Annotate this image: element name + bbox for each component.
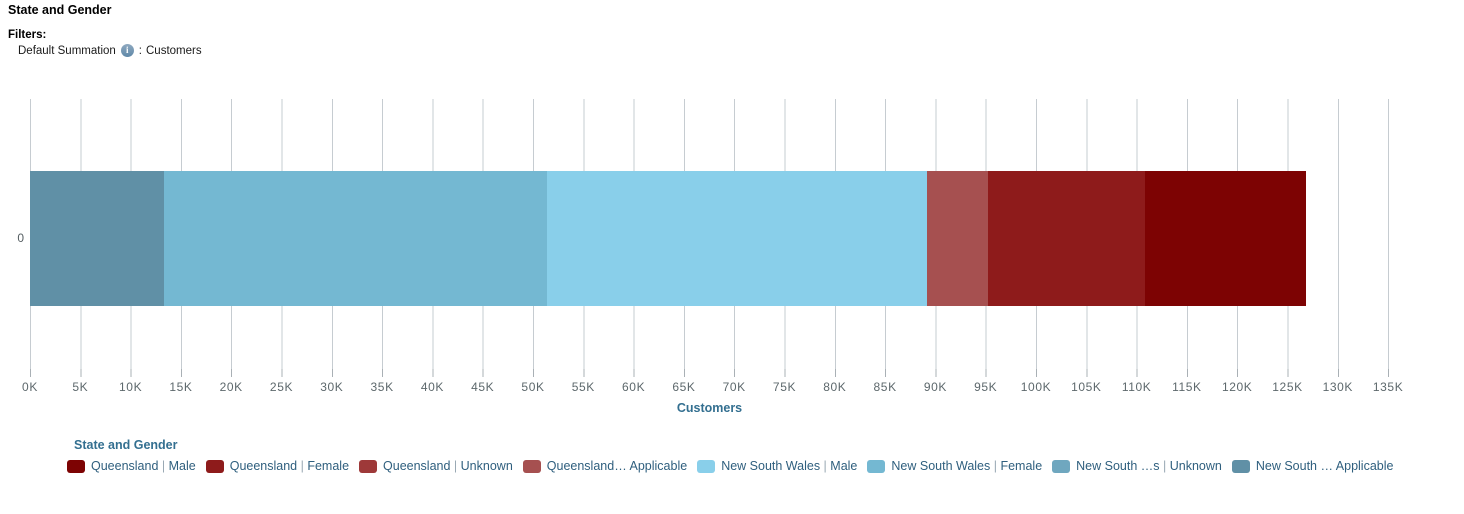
legend-swatch <box>359 459 378 473</box>
x-tick-label: 35K <box>370 380 394 394</box>
x-tick-label: 90K <box>923 380 947 394</box>
legend-label: New South … Applicable <box>1255 459 1394 473</box>
x-tick-label: 85K <box>873 380 897 394</box>
x-tick-label: 95K <box>974 380 998 394</box>
x-tick-label: 20K <box>219 380 243 394</box>
page-title: State and Gender <box>8 3 112 17</box>
legend-label: Queensland | Female <box>229 459 350 473</box>
filter-name: Default Summation <box>18 44 116 57</box>
x-tick-label: 5K <box>72 380 89 394</box>
legend-item[interactable]: Queensland | Unknown <box>359 459 513 473</box>
x-tick-label: 120K <box>1221 380 1253 394</box>
x-tick-label: 50K <box>521 380 545 394</box>
x-tick-label: 45K <box>471 380 495 394</box>
legend-item[interactable]: Queensland | Male <box>67 459 196 473</box>
legend: Queensland | Male Queensland | Female Quee… <box>67 459 1403 473</box>
legend-item[interactable]: New South Wales | Female <box>867 459 1042 473</box>
x-tick-label: 65K <box>672 380 696 394</box>
legend-swatch <box>1231 459 1250 473</box>
legend-swatch <box>522 459 541 473</box>
legend-swatch <box>697 459 716 473</box>
x-tick-label: 60K <box>622 380 646 394</box>
x-axis-title: Customers <box>676 401 743 415</box>
x-tick-label: 30K <box>320 380 344 394</box>
legend-item[interactable]: New South Wales | Male <box>697 459 857 473</box>
x-tick-label: 55K <box>571 380 595 394</box>
legend-item[interactable]: Queensland | Female <box>205 459 350 473</box>
legend-title: State and Gender <box>74 438 178 452</box>
legend-label: Queensland | Male <box>91 459 196 473</box>
legend-swatch <box>205 459 224 473</box>
legend-item[interactable]: New South …s | Unknown <box>1052 459 1222 473</box>
x-axis-tick-marks <box>30 369 1389 377</box>
x-tick-label: 105K <box>1071 380 1102 394</box>
bar-segment[interactable] <box>547 171 928 306</box>
x-tick-label: 100K <box>1020 380 1052 394</box>
info-icon[interactable]: i <box>120 44 134 57</box>
x-tick-label: 130K <box>1322 380 1354 394</box>
legend-label: New South …s | Unknown <box>1076 459 1222 473</box>
legend-swatch <box>1052 459 1071 473</box>
y-axis-tick-label: 0 <box>17 231 24 245</box>
bar-segment[interactable] <box>163 171 548 306</box>
bar-segment[interactable] <box>30 171 164 306</box>
x-tick-label: 0K <box>22 380 38 394</box>
x-tick-label: 25K <box>269 380 294 394</box>
x-tick-label: 80K <box>823 380 847 394</box>
x-tick-label: 110K <box>1121 380 1152 394</box>
bar-segment[interactable] <box>1144 171 1306 306</box>
legend-item[interactable]: Queensland… Applicable <box>522 459 688 473</box>
legend-swatch <box>867 459 886 473</box>
filter-separator: : <box>138 44 142 57</box>
bar-segment[interactable] <box>927 171 988 306</box>
x-tick-label: 125K <box>1272 380 1303 394</box>
x-tick-label: 40K <box>420 380 444 394</box>
x-tick-label: 115K <box>1172 380 1202 394</box>
x-tick-label: 10K <box>119 380 143 394</box>
x-tick-label: 15K <box>169 380 193 394</box>
filter-value: Customers <box>146 44 202 57</box>
legend-label: New South Wales | Male <box>721 459 858 473</box>
filter-item: Default Summation i : Customers <box>18 44 202 57</box>
x-tick-label: 70K <box>722 380 746 394</box>
x-tick-label: 75K <box>772 380 797 394</box>
filters-heading: Filters: <box>8 29 47 41</box>
x-tick-label: 135K <box>1372 380 1404 394</box>
legend-label: New South Wales | Female <box>891 459 1043 473</box>
legend-label: Queensland | Unknown <box>383 459 513 473</box>
legend-swatch <box>67 459 85 473</box>
bar-segment[interactable] <box>987 171 1145 306</box>
legend-item[interactable]: New South … Applicable <box>1231 459 1394 473</box>
legend-label: Queensland… Applicable <box>546 459 688 473</box>
stacked-bar <box>30 171 1306 306</box>
x-axis-tick-labels: 0K 5K 10K 15K 20K 25K 30K 35K 40K 45K 50K 55K 60K 65K… <box>22 380 1430 396</box>
